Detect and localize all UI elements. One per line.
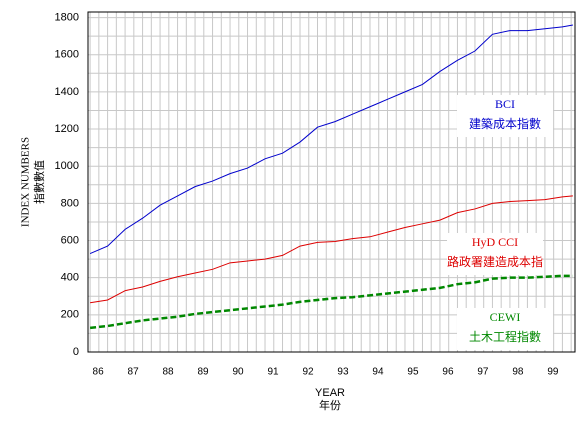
series-line [89, 274, 573, 330]
series-name-zh: 路政署建造成本指 [447, 254, 543, 269]
series-line [89, 24, 573, 254]
x-axis-label: YEAR [315, 387, 345, 399]
x-tick-label: 88 [163, 367, 175, 378]
y-axis-label: INDEX NUMBERS [20, 137, 32, 227]
y-tick-label: 400 [61, 272, 79, 284]
series-name-zh: 建築成本指數 [469, 116, 541, 131]
x-tick-label: 97 [477, 367, 489, 378]
label-box [457, 308, 553, 350]
x-tick-label: 90 [232, 367, 244, 378]
series-name: BCI [495, 97, 515, 111]
series-line [90, 195, 573, 304]
y-tick-label: 1800 [55, 11, 79, 23]
y-tick-label: 1400 [55, 86, 79, 98]
y-tick-label: 1000 [55, 160, 79, 172]
x-tick-label: 98 [512, 367, 524, 378]
y-tick-label: 1200 [55, 123, 79, 135]
x-tick-label: 94 [372, 367, 384, 378]
x-tick-label: 92 [302, 367, 314, 378]
x-tick-label: 87 [128, 367, 140, 378]
x-axis-label: 年份 [319, 398, 341, 412]
y-tick-label: 200 [61, 309, 79, 321]
y-tick-label: 600 [61, 234, 79, 246]
x-tick-label: 93 [337, 367, 349, 378]
x-tick-label: 99 [547, 367, 559, 378]
y-tick-label: 1600 [55, 49, 79, 61]
x-tick-label: 89 [197, 367, 209, 378]
x-tick-label: 96 [442, 367, 454, 378]
series-name: CEWI [490, 310, 521, 324]
plot-frame [87, 11, 576, 353]
y-axis-label: 指數數值 [32, 160, 46, 204]
x-tick-label: 91 [267, 367, 279, 378]
y-tick-label: 0 [73, 346, 79, 358]
series-name: HyD CCI [472, 235, 518, 249]
label-box [457, 95, 553, 137]
label-box [447, 233, 543, 275]
x-tick-label: 86 [93, 367, 105, 378]
x-tick-label: 95 [407, 367, 419, 378]
series-name-zh: 土木工程指數 [469, 329, 541, 344]
y-tick-label: 800 [61, 197, 79, 209]
